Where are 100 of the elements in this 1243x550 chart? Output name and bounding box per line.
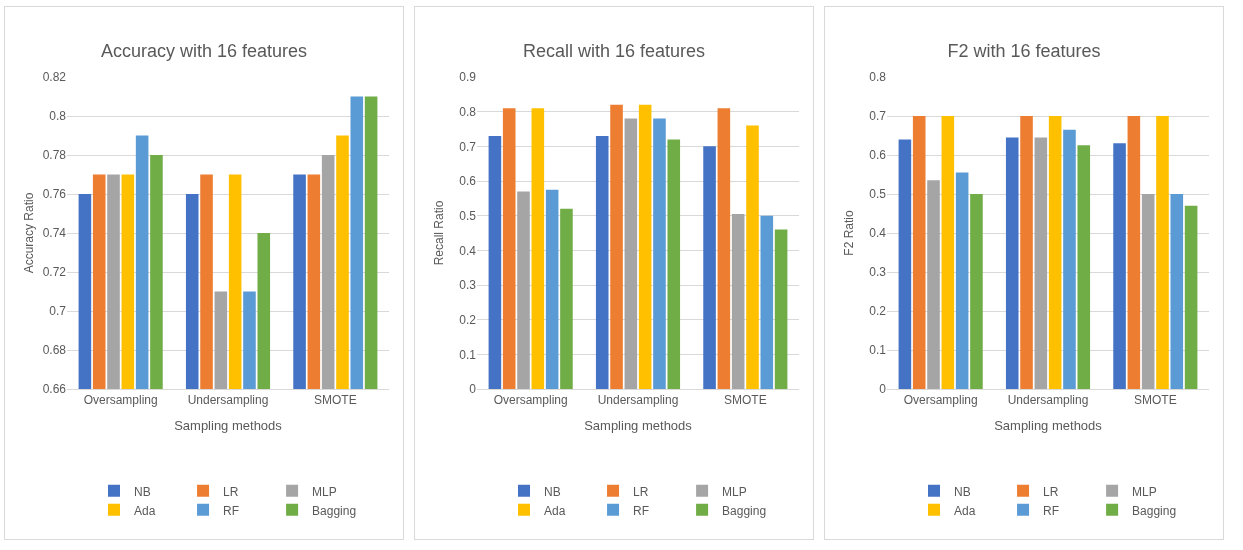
bar — [941, 116, 955, 389]
y-tick-label: 0.68 — [42, 343, 67, 358]
bar — [703, 146, 716, 389]
legend-label: Ada — [134, 503, 156, 518]
y-axis-title: Accuracy Ratio — [22, 192, 36, 274]
bar — [1113, 143, 1126, 389]
y-tick-label: 0.6 — [459, 174, 477, 189]
y-tick-label: 0.7 — [459, 139, 477, 154]
bar — [1184, 205, 1198, 389]
bar — [1156, 116, 1169, 389]
y-axis-title: F2 Ratio — [842, 210, 856, 256]
y-tick-label: 0.72 — [42, 265, 67, 280]
y-tick-label: 0.4 — [459, 243, 477, 258]
y-tick-label: 0.3 — [459, 278, 477, 293]
legend-label: NB — [954, 484, 971, 499]
legend-label: MLP — [722, 484, 747, 499]
y-tick-label: 0.6 — [869, 148, 887, 163]
bar — [610, 104, 623, 389]
x-axis-title: Sampling methods — [994, 418, 1103, 433]
bar — [653, 118, 666, 389]
bar — [1063, 129, 1076, 389]
y-tick-label: 0.7 — [49, 304, 67, 319]
x-tick-label: Oversampling — [493, 393, 568, 408]
legend-label: Ada — [544, 503, 566, 518]
bar — [912, 116, 926, 389]
y-tick-label: 0.66 — [42, 382, 67, 397]
y-tick-label: 0.1 — [459, 347, 477, 362]
x-tick-label: SMOTE — [723, 393, 767, 408]
bar — [746, 125, 759, 389]
bar — [1048, 116, 1062, 389]
bar — [595, 135, 609, 389]
bar — [1077, 145, 1091, 389]
y-tick-label: 0 — [469, 382, 477, 397]
y-tick-label: 0.2 — [869, 304, 887, 319]
legend-label: RF — [633, 503, 650, 518]
x-tick-label: Undersampling — [1007, 393, 1089, 408]
y-tick-label: 0.2 — [459, 312, 477, 327]
y-tick-label: 0.8 — [459, 104, 477, 119]
legend-label: MLP — [1132, 484, 1157, 499]
legend-label: Ada — [954, 503, 976, 518]
y-tick-label: 0.7 — [869, 109, 887, 124]
bar — [531, 108, 545, 389]
y-tick-label: 0.82 — [42, 70, 67, 85]
bar — [1127, 116, 1141, 389]
x-tick-label: Undersampling — [597, 393, 679, 408]
y-tick-label: 0.1 — [869, 343, 887, 358]
legend-label: LR — [1043, 484, 1059, 499]
y-tick-label: 0.74 — [42, 226, 67, 241]
bar — [760, 215, 774, 389]
bar — [1005, 137, 1019, 389]
y-tick-label: 0.5 — [869, 187, 887, 202]
x-axis-title: Sampling methods — [584, 418, 693, 433]
y-tick-label: 0 — [879, 382, 887, 397]
bar — [638, 104, 652, 389]
y-axis-title: Recall Ratio — [432, 200, 446, 266]
bar — [1141, 194, 1155, 389]
bar — [955, 172, 969, 389]
legend-label: MLP — [312, 484, 337, 499]
bar — [560, 208, 573, 389]
bar — [502, 108, 516, 389]
legend-label: Bagging — [312, 503, 357, 518]
legend-label: NB — [544, 484, 561, 499]
x-tick-label: SMOTE — [313, 393, 357, 408]
bar — [1170, 194, 1184, 389]
bar — [970, 194, 983, 389]
y-tick-label: 0.78 — [42, 148, 67, 163]
legend-label: RF — [223, 503, 240, 518]
bar — [1020, 116, 1033, 389]
y-tick-label: 0.8 — [869, 70, 887, 85]
legend-label: LR — [633, 484, 649, 499]
bar — [898, 139, 912, 389]
bar — [717, 108, 731, 389]
y-tick-label: 0.8 — [49, 109, 67, 124]
legend-label: LR — [223, 484, 239, 499]
bar — [517, 191, 530, 389]
y-tick-label: 0.76 — [42, 187, 67, 202]
chart-title: F2 with 16 features — [947, 40, 1101, 61]
legend-label: RF — [1043, 503, 1060, 518]
x-tick-label: Oversampling — [903, 393, 978, 408]
bar — [774, 229, 788, 389]
bar — [488, 135, 502, 389]
bar — [624, 118, 638, 389]
legend-label: Bagging — [722, 503, 767, 518]
chart-title: Accuracy with 16 features — [100, 40, 308, 61]
x-axis-title: Sampling methods — [174, 418, 283, 433]
y-tick-label: 0.5 — [459, 208, 477, 223]
x-tick-label: Oversampling — [83, 393, 158, 408]
bar — [667, 139, 681, 389]
y-tick-label: 0.9 — [459, 70, 477, 85]
legend-label: Bagging — [1132, 503, 1177, 518]
legend-label: NB — [134, 484, 151, 499]
bar — [1034, 137, 1048, 389]
y-tick-label: 0.4 — [869, 226, 887, 241]
bar — [927, 180, 940, 389]
x-tick-label: SMOTE — [1133, 393, 1177, 408]
chart-title: Recall with 16 features — [522, 40, 706, 61]
x-tick-label: Undersampling — [187, 393, 269, 408]
bar — [731, 213, 745, 389]
y-tick-label: 0.3 — [869, 265, 887, 280]
bar — [545, 189, 559, 389]
